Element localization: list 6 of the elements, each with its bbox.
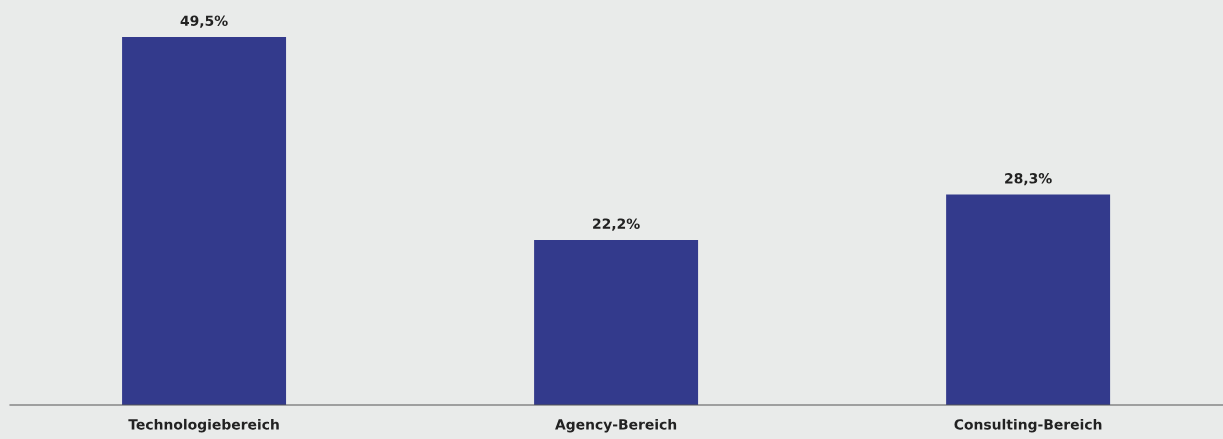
x-tick-label: Agency-Bereich [555, 418, 677, 433]
data-label: 28,3% [1005, 173, 1052, 186]
x-tick-label: Technologiebereich [128, 418, 279, 433]
data-label: 49,5% [180, 15, 228, 28]
data-label: 22,2% [593, 218, 640, 231]
x-tick-label: Consulting-Bereich [954, 418, 1102, 433]
